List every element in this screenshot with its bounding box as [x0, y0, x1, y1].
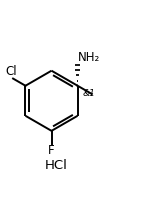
Text: &1: &1 [83, 89, 95, 98]
Text: NH₂: NH₂ [78, 51, 101, 64]
Text: F: F [48, 144, 55, 157]
Text: HCl: HCl [44, 160, 67, 173]
Text: Cl: Cl [6, 65, 17, 78]
